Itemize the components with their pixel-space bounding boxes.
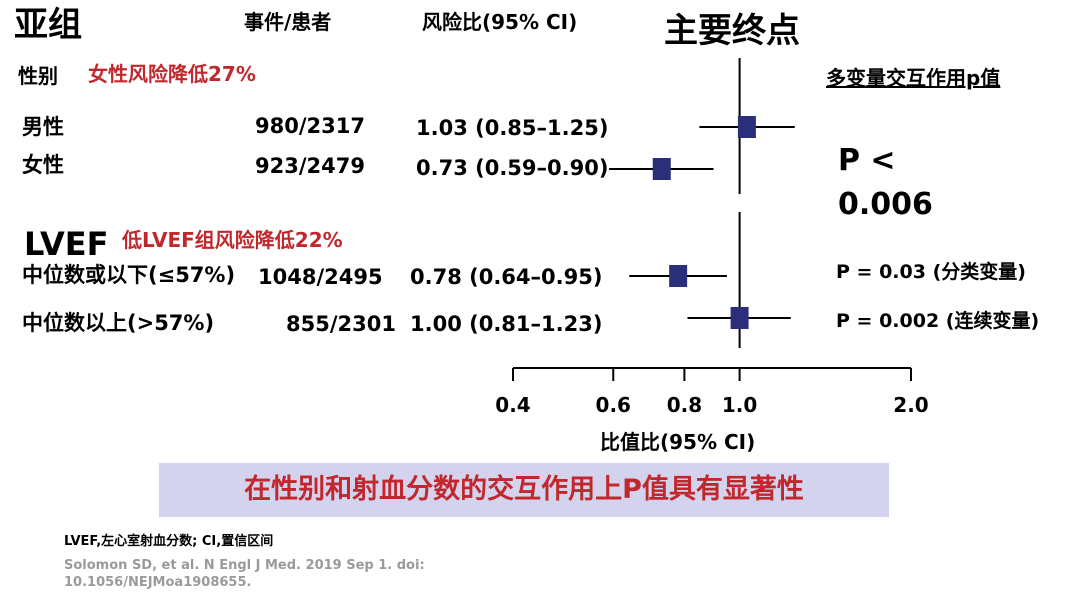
row-hr-lvef-high: 1.00 (0.81–1.23) bbox=[410, 312, 603, 336]
point-estimate-1 bbox=[652, 158, 671, 180]
p-value-sex-line2: 0.006 bbox=[838, 187, 933, 222]
x-tick-label-2: 0.8 bbox=[667, 393, 702, 417]
footnote-citation-line1: Solomon SD, et al. N Engl J Med. 2019 Se… bbox=[64, 558, 425, 573]
hr-header: 风险比(95% CI) bbox=[422, 10, 578, 34]
row-hr-lvef-low: 0.78 (0.64–0.95) bbox=[410, 265, 603, 289]
x-tick-label-4: 2.0 bbox=[893, 393, 928, 417]
row-events-lvef-high: 855/2301 bbox=[286, 312, 396, 336]
row-events-female: 923/2479 bbox=[255, 154, 365, 178]
row-label-lvef-high: 中位数以上(>57%) bbox=[22, 311, 215, 335]
row-hr-male: 1.03 (0.85–1.25) bbox=[416, 116, 609, 140]
x-tick-label-3: 1.0 bbox=[722, 393, 757, 417]
x-axis-label: 比值比(95% CI) bbox=[600, 430, 756, 454]
footnote-abbreviations: LVEF,左心室射血分数; CI,置信区间 bbox=[64, 534, 274, 549]
conclusion-banner: 在性别和射血分数的交互作用上P值具有显著性 bbox=[159, 463, 889, 517]
x-tick-label-0: 0.4 bbox=[495, 393, 530, 417]
row-label-male: 男性 bbox=[22, 115, 64, 139]
row-hr-female: 0.73 (0.59–0.90) bbox=[416, 156, 609, 180]
row-events-male: 980/2317 bbox=[255, 114, 365, 138]
events-header: 事件/患者 bbox=[244, 10, 332, 34]
point-estimate-0 bbox=[737, 116, 756, 138]
p-value-sex-line1: P < bbox=[838, 143, 896, 178]
conclusion-text: 在性别和射血分数的交互作用上P值具有显著性 bbox=[244, 474, 804, 505]
group-note-sex: 女性风险降低27% bbox=[88, 62, 256, 86]
subgroup-title: 亚组 bbox=[14, 5, 82, 45]
group-label-sex: 性别 bbox=[18, 64, 58, 88]
row-label-female: 女性 bbox=[22, 153, 64, 177]
row-label-lvef-low: 中位数或以下(≤57%) bbox=[22, 263, 236, 287]
row-events-lvef-low: 1048/2495 bbox=[258, 265, 383, 289]
footnote-citation-line2: 10.1056/NEJMoa1908655. bbox=[64, 575, 252, 590]
group-note-lvef: 低LVEF组风险降低22% bbox=[122, 228, 343, 252]
p-value-lvef-continuous: P = 0.002 (连续变量) bbox=[836, 310, 1040, 332]
interaction-header: 多变量交互作用p值 bbox=[826, 66, 1001, 90]
point-estimate-2 bbox=[669, 265, 688, 287]
main-title: 主要终点 bbox=[664, 11, 800, 51]
p-value-lvef-categorical: P = 0.03 (分类变量) bbox=[836, 261, 1026, 283]
point-estimate-3 bbox=[730, 307, 749, 329]
x-tick-label-1: 0.6 bbox=[596, 393, 631, 417]
group-label-lvef: LVEF bbox=[24, 225, 109, 263]
